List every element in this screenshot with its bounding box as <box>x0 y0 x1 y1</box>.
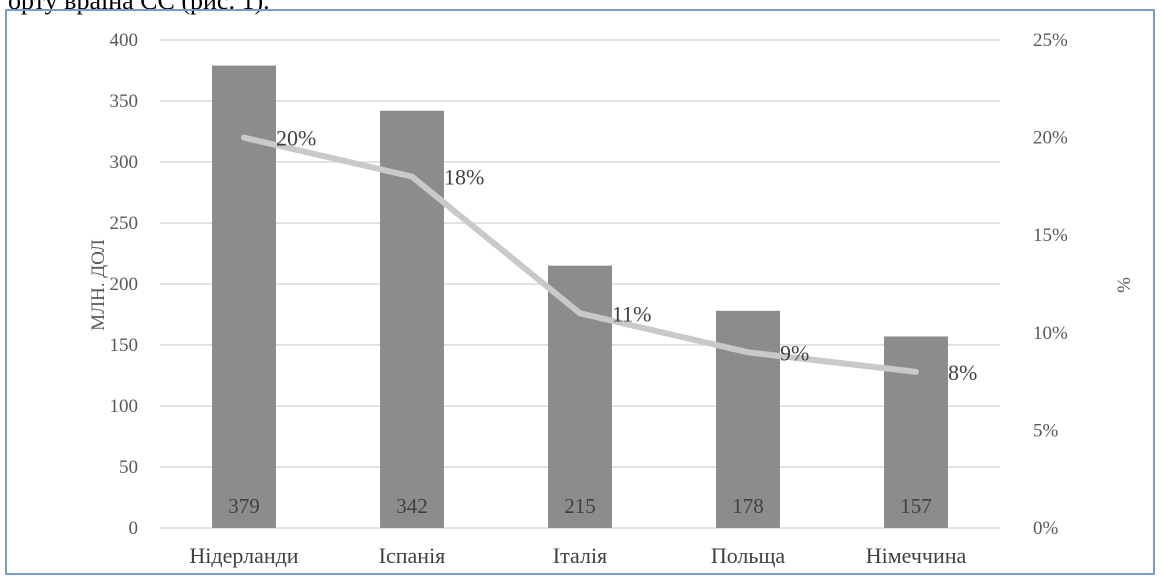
left-tick-label: 150 <box>110 335 139 356</box>
percent-label: 8% <box>948 360 977 385</box>
percent-label: 20% <box>276 126 316 151</box>
line-point <box>579 312 581 315</box>
bar-value-label: 215 <box>564 494 596 518</box>
left-tick-label: 200 <box>110 274 139 295</box>
left-tick-label: 400 <box>110 30 139 51</box>
line-point <box>411 175 413 178</box>
category-label: Італія <box>553 543 607 568</box>
category-axis-labels: Нідерланди Іспанія Італія Польща Німеччина <box>189 543 966 568</box>
percent-label: 18% <box>444 165 484 190</box>
chart-frame <box>5 9 1155 575</box>
bar-series <box>212 65 948 529</box>
bar <box>548 265 612 528</box>
left-tick-label: 300 <box>110 152 139 173</box>
left-tick-label: 50 <box>119 457 138 478</box>
line-point <box>747 351 749 354</box>
bar-value-label: 342 <box>396 494 428 518</box>
cut-off-text-line: орту враїна СС (рис. 1). <box>8 0 270 15</box>
right-tick-label: 5% <box>1033 420 1059 441</box>
line-point <box>915 370 917 373</box>
left-tick-label: 250 <box>110 213 139 234</box>
category-label: Іспанія <box>379 543 446 568</box>
right-axis-title: % <box>1114 277 1135 293</box>
left-tick-label: 350 <box>110 91 139 112</box>
left-tick-label: 0 <box>129 518 139 539</box>
left-axis-title: МЛН. ДОЛ <box>88 239 109 331</box>
bar-value-label: 178 <box>732 494 764 518</box>
data-labels: 379 342 215 178 157 20% 18% 11% 9% 8% <box>228 126 977 518</box>
right-tick-label: 10% <box>1033 323 1068 344</box>
right-tick-label: 25% <box>1033 30 1068 51</box>
percent-label: 11% <box>612 301 652 326</box>
category-label: Польща <box>711 543 786 568</box>
right-tick-label: 20% <box>1033 128 1068 149</box>
line-point <box>243 136 245 139</box>
bar-value-label: 379 <box>228 494 260 518</box>
right-tick-label: 15% <box>1033 225 1068 246</box>
percent-label: 9% <box>780 340 809 365</box>
bar-value-label: 157 <box>900 494 932 518</box>
right-axis-ticks: 0% 5% 10% 15% 20% 25% <box>1033 30 1068 539</box>
category-label: Нідерланди <box>189 543 298 568</box>
category-label: Німеччина <box>866 543 967 568</box>
left-tick-label: 100 <box>110 396 139 417</box>
percent-line-series <box>241 134 919 375</box>
left-axis-ticks: 0 50 100 150 200 250 300 350 400 <box>110 30 139 539</box>
right-tick-label: 0% <box>1033 518 1059 539</box>
